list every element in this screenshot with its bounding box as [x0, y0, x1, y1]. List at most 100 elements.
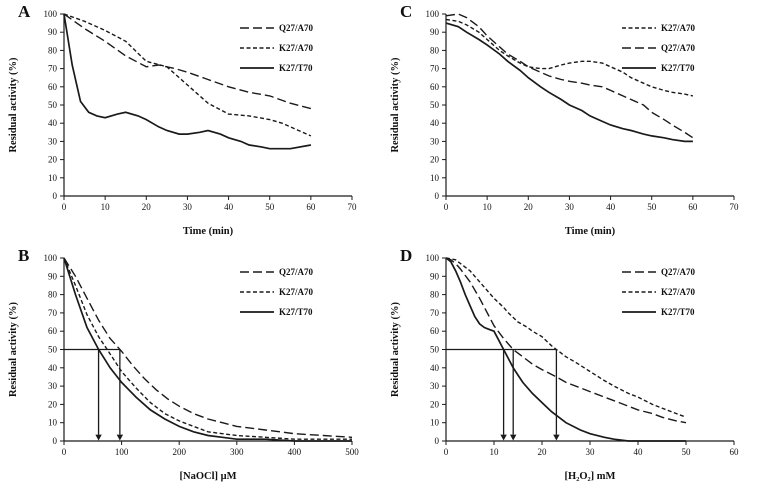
panel-label-A: A — [18, 2, 31, 21]
legend-label: Q27/A70 — [661, 43, 696, 53]
y-tick-label: 10 — [430, 173, 440, 183]
y-tick-label: 90 — [430, 271, 440, 281]
y-axis-label: Residual activity (%) — [390, 57, 401, 153]
x-tick-label: 40 — [224, 202, 234, 212]
x-tick-label: 20 — [538, 447, 548, 457]
legend-label: Q27/A70 — [279, 23, 314, 33]
series-line-K27-A70 — [445, 18, 694, 97]
legend-label: K27/A70 — [661, 23, 696, 33]
y-tick-label: 20 — [430, 399, 440, 409]
x-tick-label: 50 — [265, 202, 275, 212]
y-tick-label: 0 — [435, 436, 440, 446]
x-tick-label: 100 — [115, 447, 129, 457]
x-tick-label: 70 — [348, 202, 358, 212]
legend-label: K27/A70 — [661, 287, 696, 297]
y-tick-label: 70 — [48, 64, 58, 74]
y-tick-label: 100 — [426, 9, 440, 19]
y-axis-label: Residual activity (%) — [8, 57, 19, 153]
x-tick-label: 0 — [444, 202, 449, 212]
x-tick-label: 70 — [730, 202, 740, 212]
x-tick-label: 400 — [288, 447, 302, 457]
panel-A: A 0 10 20 30 40 50 60 70 0 10 20 30 40 50 60 70 80 90 100 T… — [0, 0, 382, 244]
y-tick-label: 80 — [48, 45, 58, 55]
x-tick-label: 40 — [634, 447, 644, 457]
series-line-K27-A70 — [445, 257, 687, 418]
y-tick-label: 90 — [430, 27, 440, 37]
panel-D-chart: 0 10 20 30 40 50 60 0 10 20 30 40 50 60 70 80 90 100 [H₂O₂… — [390, 253, 740, 482]
y-axis-label: Residual activity (%) — [8, 301, 19, 397]
y-tick-label: 20 — [430, 155, 440, 165]
series-line-K27-A70 — [63, 257, 352, 440]
panel-A-chart: 0 10 20 30 40 50 60 70 0 10 20 30 40 50 60 70 80 90 100 Tim… — [8, 9, 358, 237]
x-tick-label: 0 — [444, 447, 449, 457]
y-tick-label: 10 — [48, 173, 58, 183]
y-tick-label: 70 — [48, 308, 58, 318]
y-tick-label: 60 — [430, 82, 440, 92]
panel-label-D: D — [400, 246, 413, 265]
x-tick-label: 20 — [524, 202, 534, 212]
x-tick-label: 30 — [565, 202, 575, 212]
y-tick-label: 50 — [430, 100, 440, 110]
x-tick-label: 300 — [230, 447, 244, 457]
legend-label: K27/T70 — [661, 63, 695, 73]
y-tick-label: 100 — [44, 253, 58, 263]
panel-B-chart: 0 100 200 300 400 500 0 10 20 30 40 50 60 70 80 90 100 [N… — [8, 253, 359, 482]
y-tick-label: 10 — [48, 418, 58, 428]
x-tick-label: 50 — [647, 202, 657, 212]
y-tick-label: 90 — [48, 27, 58, 37]
x-tick-label: 60 — [730, 447, 740, 457]
panel-B: B 0 100 200 300 400 500 0 10 20 30 40 50 60 70 80 90 100… — [0, 244, 382, 489]
y-tick-label: 80 — [48, 290, 58, 300]
y-tick-label: 40 — [48, 363, 58, 373]
y-tick-label: 20 — [48, 155, 58, 165]
y-tick-label: 30 — [430, 136, 440, 146]
y-tick-label: 40 — [430, 118, 440, 128]
series-line-Q27-A70 — [445, 13, 694, 139]
y-tick-label: 30 — [430, 381, 440, 391]
y-tick-label: 50 — [48, 100, 58, 110]
y-tick-label: 10 — [430, 418, 440, 428]
y-tick-label: 70 — [430, 308, 440, 318]
legend-label: Q27/A70 — [661, 267, 696, 277]
x-tick-label: 0 — [62, 202, 67, 212]
x-tick-label: 10 — [490, 447, 500, 457]
y-tick-label: 30 — [48, 381, 58, 391]
legend-label: K27/A70 — [279, 287, 314, 297]
x-tick-label: 0 — [62, 447, 67, 457]
panel-label-C: C — [400, 2, 413, 21]
legend-label: K27/T70 — [279, 307, 313, 317]
x-tick-label: 10 — [483, 202, 493, 212]
panel-label-B: B — [18, 246, 30, 265]
series-line-Q27-A70 — [63, 257, 353, 438]
legend-label: K27/A70 — [279, 43, 314, 53]
y-tick-label: 60 — [48, 326, 58, 336]
panel-C: C 0 10 20 30 40 50 60 70 0 10 20 30 40 50 60 70 80 90 100 T… — [382, 0, 764, 244]
series-line-K27-T70 — [63, 13, 312, 150]
y-tick-label: 30 — [48, 136, 58, 146]
x-tick-label: 10 — [101, 202, 111, 212]
series-line-K27-T70 — [63, 257, 352, 442]
y-tick-label: 70 — [430, 64, 440, 74]
x-tick-label: 30 — [183, 202, 193, 212]
x-tick-label: 200 — [172, 447, 186, 457]
legend-label: Q27/A70 — [279, 267, 314, 277]
y-tick-label: 60 — [430, 326, 440, 336]
series-line-Q27-A70 — [445, 257, 687, 424]
y-tick-label: 0 — [53, 436, 58, 446]
y-tick-label: 0 — [53, 191, 58, 201]
ic50-arrowhead — [553, 434, 560, 441]
y-axis-label: Residual activity (%) — [390, 301, 401, 397]
x-tick-label: 500 — [345, 447, 359, 457]
ic50-arrowhead — [500, 434, 507, 441]
y-tick-label: 80 — [430, 45, 440, 55]
x-tick-label: 20 — [142, 202, 152, 212]
legend-label: K27/T70 — [279, 63, 313, 73]
y-tick-label: 90 — [48, 271, 58, 281]
x-tick-label: 60 — [688, 202, 698, 212]
y-tick-label: 50 — [48, 345, 58, 355]
y-tick-label: 0 — [435, 191, 440, 201]
x-axis-label: [NaOCl] μM — [180, 471, 237, 482]
y-tick-label: 40 — [48, 118, 58, 128]
legend-label: K27/T70 — [661, 307, 695, 317]
